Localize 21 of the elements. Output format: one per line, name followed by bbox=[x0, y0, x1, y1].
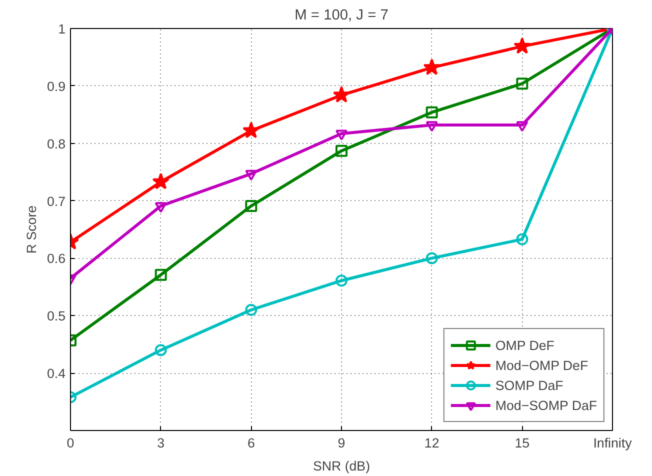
y-tick-label: 0.8 bbox=[46, 136, 66, 152]
x-tick-label: 12 bbox=[424, 436, 440, 450]
x-tick-label: 0 bbox=[66, 436, 74, 450]
y-tick-label: 0.4 bbox=[46, 366, 66, 382]
y-tick-label: 0.5 bbox=[46, 308, 66, 324]
y-tick-label: 0.9 bbox=[46, 78, 66, 94]
y-tick-label: 0.6 bbox=[46, 251, 66, 266]
legend-label: OMP DeF bbox=[495, 338, 554, 352]
y-tick-label: 0.7 bbox=[46, 194, 66, 209]
x-tick-label: 6 bbox=[247, 436, 255, 450]
legend-label: Mod−SOMP DaF bbox=[495, 398, 597, 412]
legend-label: Mod−OMP DeF bbox=[495, 358, 588, 372]
y-axis-title: R Score bbox=[24, 205, 39, 254]
legend-label: SOMP DaF bbox=[495, 378, 564, 392]
x-tick-label: Infinity bbox=[593, 436, 632, 450]
chart-title: M = 100, J = 7 bbox=[294, 8, 388, 24]
x-tick-label: 9 bbox=[338, 436, 346, 450]
y-tick-label: 1 bbox=[58, 22, 66, 36]
x-tick-label: 15 bbox=[514, 436, 530, 450]
x-axis-title: SNR (dB) bbox=[312, 458, 370, 474]
x-tick-label: 3 bbox=[157, 436, 165, 450]
